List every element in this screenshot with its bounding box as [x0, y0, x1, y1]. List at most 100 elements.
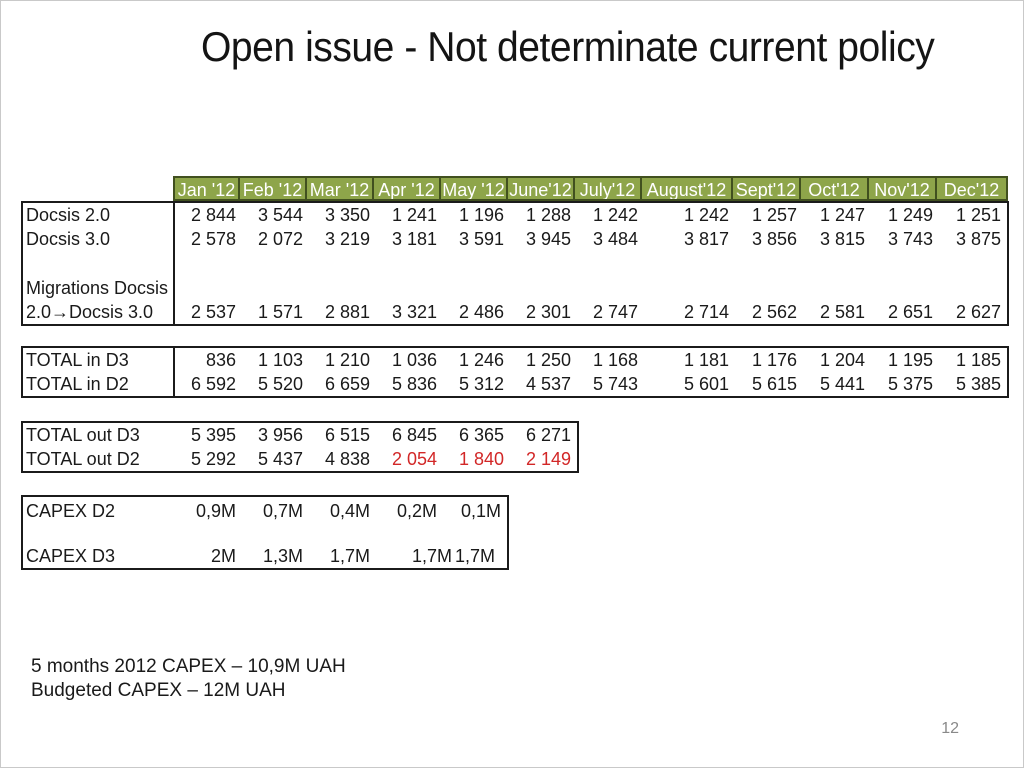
- value-cell: 5 615: [751, 374, 797, 394]
- value-cell: 0,2M: [396, 501, 437, 521]
- value-cell: 1 242: [592, 205, 638, 225]
- value-cell: 1 241: [391, 205, 437, 225]
- value-cell: 1 195: [887, 350, 933, 370]
- slide-page-number: 12: [941, 720, 959, 737]
- table-body: CAPEX D2 0,9M 0,7M 0,4M 0,2M 0,1M CAPEX D3 2M 1,…: [21, 495, 509, 570]
- value-cell: 3 956: [257, 425, 303, 445]
- value-cell: 2 651: [887, 302, 933, 322]
- row-label-line: Migrations Docsis: [26, 278, 169, 298]
- row-label-line: 2.0→Docsis 3.0: [26, 302, 154, 322]
- value-cell: 1 257: [751, 205, 797, 225]
- value-cell: 2 054: [391, 449, 437, 469]
- row-label: TOTAL in D2: [23, 372, 175, 396]
- row-label-line: CAPEX D3: [26, 546, 116, 566]
- row-label: TOTAL out D2: [23, 447, 175, 471]
- row-label-line: Docsis 2.0: [26, 205, 111, 225]
- row-label-line: TOTAL out D2: [26, 449, 140, 469]
- value-cell: 0,4M: [329, 501, 370, 521]
- value-cell: 1 176: [751, 350, 797, 370]
- value-cell: 0,7M: [262, 501, 303, 521]
- value-cell: 5 836: [391, 374, 437, 394]
- value-cell: 3 856: [751, 229, 797, 249]
- value-cell: 4 537: [525, 374, 571, 394]
- table-row: [23, 523, 507, 542]
- value-cell: 1 103: [257, 350, 303, 370]
- table-row: CAPEX D2 0,9M 0,7M 0,4M 0,2M 0,1M: [23, 497, 507, 523]
- table-row: Migrations Docsis 2.0→Docsis 3.0 2 537 1 57…: [23, 251, 1007, 324]
- table-row: TOTAL in D3 836 1 103 1 210 1 036 1 246 1 250 1…: [23, 348, 1007, 372]
- value-cell: 5 375: [887, 374, 933, 394]
- value-cell: 1,7M: [329, 546, 370, 566]
- value-cell: 1 204: [819, 350, 865, 370]
- row-label-line: TOTAL in D3: [26, 350, 129, 370]
- value-cell: 3 350: [324, 205, 370, 225]
- month-header-cell: July'12: [575, 176, 642, 201]
- month-header-row: Jan '12 Feb '12 Mar '12 Apr '12 May '12 June'…: [173, 176, 1008, 201]
- value-cell: 3 815: [819, 229, 865, 249]
- value-cell: 1,7M: [455, 546, 496, 566]
- value-cell: 5 312: [458, 374, 504, 394]
- row-label: Migrations Docsis 2.0→Docsis 3.0: [23, 251, 175, 324]
- value-cell: 5 385: [955, 374, 1001, 394]
- note-line-budgeted-capex: Budgeted CAPEX – 12M UAH: [31, 680, 286, 701]
- value-cell: 2 149: [525, 449, 571, 469]
- table-row: TOTAL out D2 5 292 5 437 4 838 2 054 1 840 2 1…: [23, 447, 577, 471]
- value-cell: 1,7M: [411, 546, 452, 566]
- value-cell: 1 251: [955, 205, 1001, 225]
- value-cell: 1 249: [887, 205, 933, 225]
- month-header-cell: Mar '12: [307, 176, 374, 201]
- month-header-cell: May '12: [441, 176, 508, 201]
- month-header-cell: Apr '12: [374, 176, 441, 201]
- row-label: TOTAL out D3: [23, 423, 175, 447]
- table-row: Docsis 3.0 2 578 2 072 3 219 3 181 3 591 3 945…: [23, 227, 1007, 251]
- row-label: TOTAL in D3: [23, 348, 175, 372]
- month-header-cell: Sept'12: [733, 176, 801, 201]
- value-cell: 2 627: [955, 302, 1001, 322]
- row-label-line: Docsis 3.0: [26, 229, 111, 249]
- value-cell: 5 395: [190, 425, 236, 445]
- month-header-cell: August'12: [642, 176, 733, 201]
- value-cell: 0,1M: [460, 501, 501, 521]
- row-label: CAPEX D3: [23, 542, 175, 568]
- table-row: TOTAL in D2 6 592 5 520 6 659 5 836 5 312 4 53…: [23, 372, 1007, 396]
- value-cell: 3 544: [257, 205, 303, 225]
- value-cell: 4 838: [324, 449, 370, 469]
- value-cell: 2 844: [190, 205, 236, 225]
- value-cell: 3 181: [391, 229, 437, 249]
- value-cell: 2 301: [525, 302, 571, 322]
- value-cell: 2 747: [592, 302, 638, 322]
- table-row: TOTAL out D3 5 395 3 956 6 515 6 845 6 365 6 2…: [23, 423, 577, 447]
- value-cell: 6 659: [324, 374, 370, 394]
- value-cell: 1 288: [525, 205, 571, 225]
- value-cell: 1 840: [458, 449, 504, 469]
- row-label: [23, 523, 175, 542]
- value-cell: 3 743: [887, 229, 933, 249]
- note-line-capex-5-months: 5 months 2012 CAPEX – 10,9M UAH: [31, 656, 346, 677]
- value-cell: 2 486: [458, 302, 504, 322]
- value-cell: 1 246: [458, 350, 504, 370]
- value-cell: 2 881: [324, 302, 370, 322]
- value-cell: 5 441: [819, 374, 865, 394]
- value-cell: 3 945: [525, 229, 571, 249]
- value-cell: 2 537: [190, 302, 236, 322]
- value-cell: 2 581: [819, 302, 865, 322]
- row-label: CAPEX D2: [23, 497, 175, 523]
- value-cell: 836: [205, 350, 236, 370]
- month-header-cell: Nov'12: [869, 176, 937, 201]
- value-cell: 2 072: [257, 229, 303, 249]
- value-cell: 5 292: [190, 449, 236, 469]
- value-cell: 1 242: [683, 205, 729, 225]
- value-cell: 6 515: [324, 425, 370, 445]
- month-header-cell: Oct'12: [801, 176, 869, 201]
- value-cell: 5 743: [592, 374, 638, 394]
- value-cell: 1 168: [592, 350, 638, 370]
- value-cell: 6 592: [190, 374, 236, 394]
- table-row: Docsis 2.0 2 844 3 544 3 350 1 241 1 196 1 288…: [23, 203, 1007, 227]
- table-row: CAPEX D3 2M 1,3M 1,7M 1,7M 1,7M: [23, 542, 507, 568]
- value-cell: 1 571: [257, 302, 303, 322]
- value-cell: 6 845: [391, 425, 437, 445]
- table-body: TOTAL in D3 836 1 103 1 210 1 036 1 246 1 250 1…: [21, 346, 1009, 398]
- value-cell: 5 437: [257, 449, 303, 469]
- row-label: Docsis 3.0: [23, 227, 175, 251]
